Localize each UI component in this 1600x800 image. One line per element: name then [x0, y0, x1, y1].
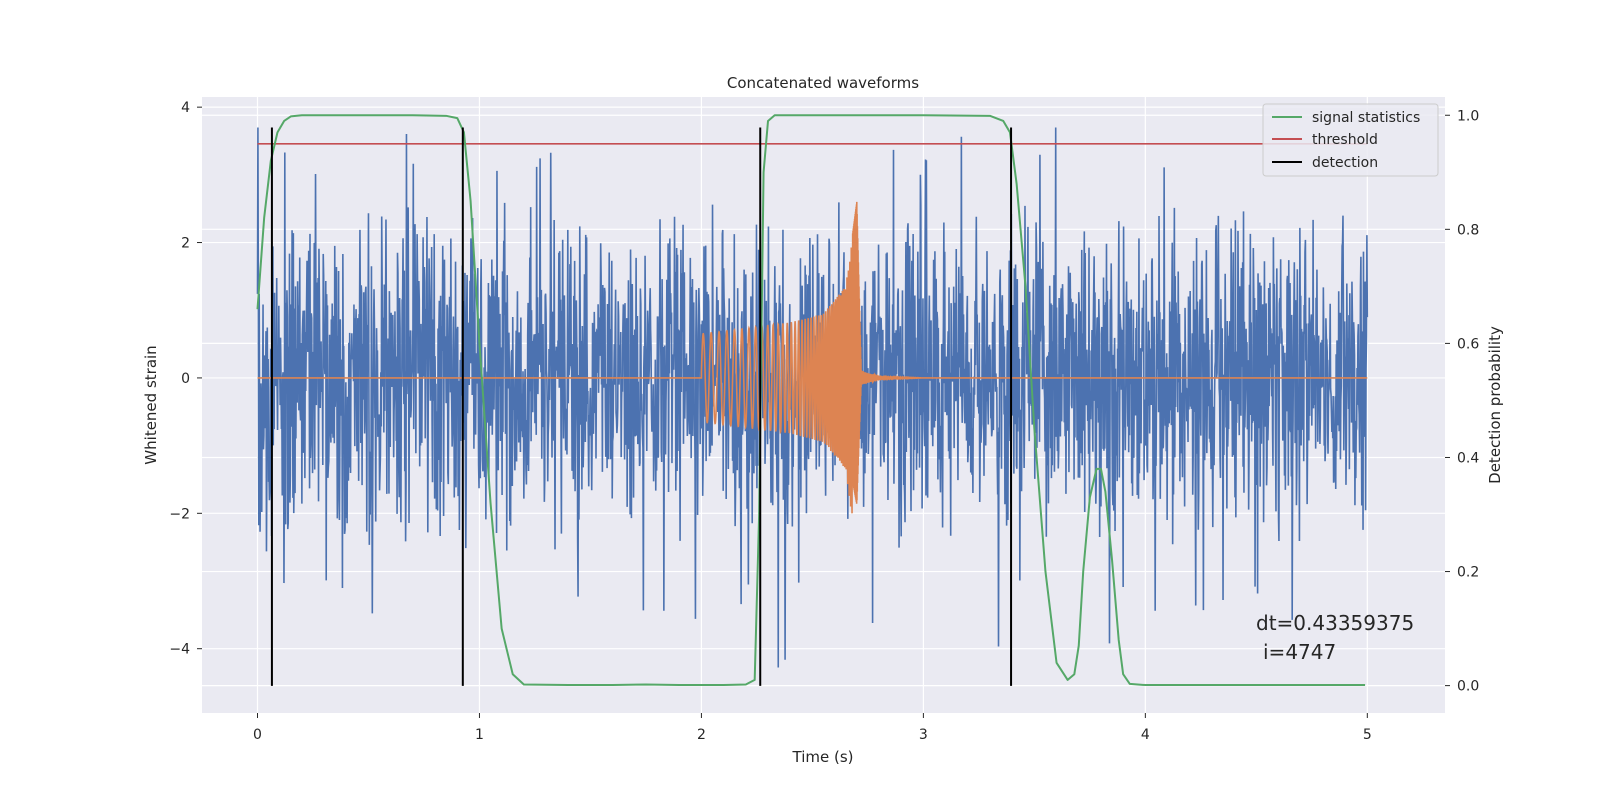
y-tick-label-right: 0.6 [1457, 336, 1479, 352]
legend-label-detection: detection [1312, 155, 1378, 171]
chart-title: Concatenated waveforms [727, 74, 919, 92]
x-tick-label: 0 [253, 727, 262, 743]
y-tick-label-left: 4 [181, 100, 190, 116]
y-tick-label-left: 2 [181, 236, 190, 252]
y-axis-label-right: Detection probability [1486, 326, 1504, 484]
x-tick-label: 3 [919, 727, 928, 743]
y-tick-label-right: 1.0 [1457, 108, 1479, 124]
annotation-i: i=4747 [1263, 640, 1336, 664]
y-tick-label-left: −4 [169, 642, 190, 658]
legend: signal statistics threshold detection [1262, 103, 1439, 177]
axes: 0 1 2 3 4 5 −4 −2 0 2 4 0.0 0.2 0.4 0.6 0.8 1.0 [169, 100, 1479, 743]
x-axis-label: Time (s) [792, 748, 854, 766]
y-tick-label-left: 0 [181, 371, 190, 387]
annotation: dt=0.43359375 i=4747 [1256, 611, 1414, 664]
y-tick-label-right: 0.4 [1457, 450, 1479, 466]
y-tick-label-right: 0.2 [1457, 565, 1479, 581]
y-tick-label-right: 0.8 [1457, 222, 1479, 238]
template-waveform-line [257, 201, 1368, 514]
y-axis-label-left: Whitened strain [142, 345, 160, 464]
x-tick-label: 2 [697, 727, 706, 743]
y-tick-label-left: −2 [169, 506, 190, 522]
legend-label-threshold: threshold [1312, 132, 1378, 148]
x-tick-label: 5 [1363, 727, 1372, 743]
legend-label-signal-statistics: signal statistics [1312, 110, 1420, 126]
data-layer [256, 114, 1369, 687]
legend-box [1262, 103, 1439, 177]
annotation-dt: dt=0.43359375 [1256, 611, 1414, 635]
signal-statistics-line [256, 114, 1366, 687]
x-tick-label: 1 [475, 727, 484, 743]
x-tick-label: 4 [1141, 727, 1150, 743]
y-tick-label-right: 0.0 [1457, 679, 1479, 695]
